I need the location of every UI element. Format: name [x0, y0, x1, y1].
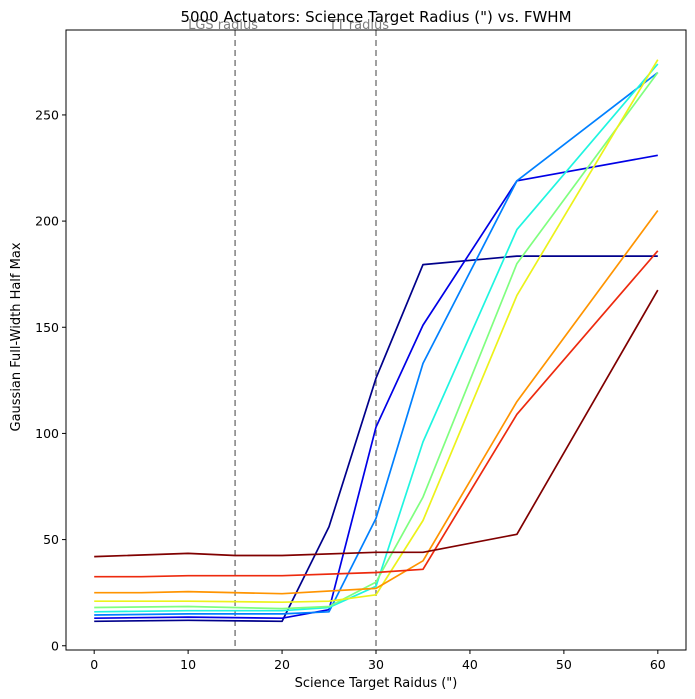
reference-lines [234, 30, 377, 650]
series-layer [94, 59, 659, 623]
y-tick-label: 100 [35, 426, 59, 441]
series-line-7 [94, 250, 659, 578]
y-tick-label: 200 [35, 214, 59, 229]
x-axis-ticks: 0 10 20 30 40 50 60 [90, 650, 666, 672]
reference-line-label-1: TT radius [328, 18, 389, 33]
chart-title: 5000 Actuators: Science Target Radius ("… [180, 8, 571, 26]
series-line-8 [94, 289, 659, 558]
x-tick-label: 10 [180, 657, 196, 672]
x-tick-label: 0 [90, 657, 98, 672]
y-axis-ticks: 0 50 100 150 200 250 [35, 107, 66, 653]
x-axis-label: Science Target Raidus (") [295, 676, 458, 691]
y-tick-label: 150 [35, 320, 59, 335]
series-line-3 [94, 63, 659, 613]
x-tick-label: 20 [274, 657, 290, 672]
x-tick-label: 60 [650, 657, 666, 672]
series-line-1 [94, 154, 658, 620]
x-tick-label: 40 [462, 657, 478, 672]
series-line-0 [94, 255, 658, 623]
y-tick-label: 0 [51, 638, 59, 653]
y-tick-label: 50 [43, 532, 59, 547]
y-axis-label: Gaussian Full-Width Half Max [9, 242, 24, 431]
series-line-5 [94, 59, 659, 604]
series-line-6 [94, 209, 659, 595]
y-tick-label: 250 [35, 107, 59, 122]
x-tick-label: 50 [556, 657, 572, 672]
reference-line-label-0: LGS radius [188, 18, 258, 33]
series-line-2 [94, 71, 659, 616]
x-tick-label: 30 [368, 657, 384, 672]
series-line-4 [94, 71, 659, 610]
reference-line-labels: LGS radius TT radius [188, 18, 389, 33]
